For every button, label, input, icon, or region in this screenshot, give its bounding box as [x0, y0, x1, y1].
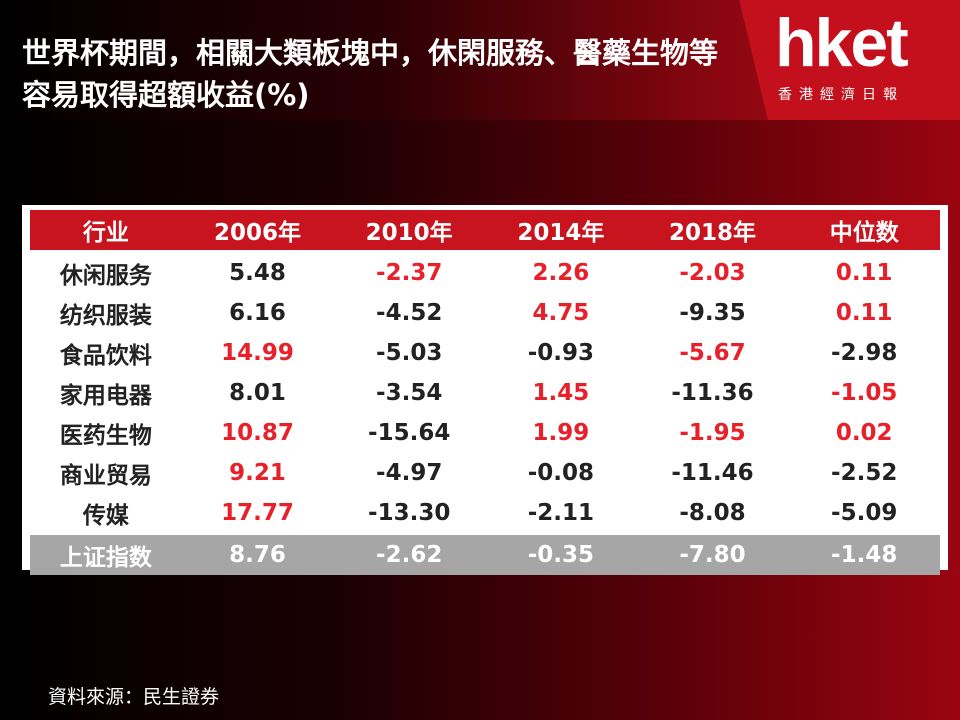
table-cell: -13.30: [368, 500, 451, 526]
column-header: 2010年: [365, 220, 453, 246]
table-cell: -5.09: [831, 500, 898, 526]
table-cell: 0.11: [835, 260, 893, 286]
table-cell: -11.36: [671, 380, 754, 406]
table-cell: 8.01: [229, 380, 286, 406]
title: 世界杯期間，相關大類板塊中，休閑服務、醫藥生物等容易取得超額收益(%): [22, 36, 719, 112]
table-row: 医药生物 10.87 -15.64 1.99 -1.95 0.02: [30, 413, 940, 453]
column-header: 中位数: [829, 220, 899, 246]
row-label: 家用电器: [59, 383, 152, 409]
table-cell: 6.16: [229, 300, 286, 326]
logo: hket: [775, 5, 909, 81]
index-row: 上证指数 8.76 -2.62 -0.35 -7.80 -1.48: [30, 535, 940, 575]
table-cell: -1.95: [679, 420, 746, 446]
source: 資料來源：民生證券: [48, 686, 220, 708]
table-cell: -0.08: [527, 460, 594, 486]
table-row: 纺织服装 6.16 -4.52 4.75 -9.35 0.11: [30, 293, 940, 333]
row-label: 医药生物: [59, 423, 152, 449]
table-cell: 1.45: [532, 380, 590, 406]
table-cell: -0.35: [527, 542, 594, 568]
table-cell: -2.62: [376, 542, 443, 568]
table-cell: -2.11: [527, 500, 594, 526]
header-row: 行业 2006年 2010年 2014年 2018年 中位数: [30, 210, 940, 250]
table-cell: -3.54: [376, 380, 443, 406]
table-cell: -0.93: [527, 340, 594, 366]
table-cell: 4.75: [532, 300, 590, 326]
table-cell: 1.99: [532, 420, 590, 446]
table-cell: 0.02: [835, 420, 893, 446]
row-label: 商业贸易: [59, 463, 152, 489]
table-cell: -7.80: [679, 542, 746, 568]
row-label: 纺织服装: [59, 303, 152, 329]
table-row: 商业贸易 9.21 -4.97 -0.08 -11.46 -2.52: [30, 453, 940, 493]
table-cell: -2.37: [376, 260, 443, 286]
table-row: 休闲服务 5.48 -2.37 2.26 -2.03 0.11: [30, 253, 940, 293]
table-cell: 2.26: [532, 260, 590, 286]
table-row: 传媒 17.77 -13.30 -2.11 -8.08 -5.09: [30, 493, 940, 533]
logo-subtitle: 香港經濟日報: [778, 87, 904, 103]
table-cell: 10.87: [221, 420, 294, 446]
table-cell: -2.52: [831, 460, 898, 486]
column-header: 2014年: [517, 220, 605, 246]
table-cell: 0.11: [835, 300, 893, 326]
column-header: 2006年: [214, 220, 302, 246]
table-cell: -2.03: [679, 260, 746, 286]
table-cell: 17.77: [221, 500, 294, 526]
row-label: 食品饮料: [59, 343, 152, 369]
table-cell: -11.46: [671, 460, 754, 486]
table-cell: -4.52: [376, 300, 443, 326]
table-cell: -9.35: [679, 300, 746, 326]
table-row: 家用电器 8.01 -3.54 1.45 -11.36 -1.05: [30, 373, 940, 413]
table: 行业 2006年 2010年 2014年 2018年 中位数休闲服务 5.48 -2.37 2.…: [22, 205, 948, 575]
column-header: 行业: [82, 220, 129, 246]
table-row: 食品饮料 14.99 -5.03 -0.93 -5.67 -2.98: [30, 333, 940, 373]
table-cell: -5.03: [376, 340, 443, 366]
table-cell: 5.48: [229, 260, 286, 286]
column-header: 2018年: [669, 220, 757, 246]
row-label: 传媒: [82, 503, 129, 529]
table-cell: -8.08: [679, 500, 746, 526]
row-label: 上证指数: [59, 545, 152, 571]
table-cell: -4.97: [376, 460, 443, 486]
table-cell: -15.64: [368, 420, 451, 446]
table-cell: 8.76: [229, 542, 286, 568]
table-cell: -5.67: [679, 340, 746, 366]
table-cell: -1.05: [831, 380, 898, 406]
table-cell: -2.98: [831, 340, 898, 366]
row-label: 休闲服务: [59, 263, 152, 289]
table-cell: -1.48: [831, 542, 898, 568]
logo-background: [739, 0, 960, 120]
table-cell: 14.99: [221, 340, 294, 366]
table-cell: 9.21: [229, 460, 286, 486]
